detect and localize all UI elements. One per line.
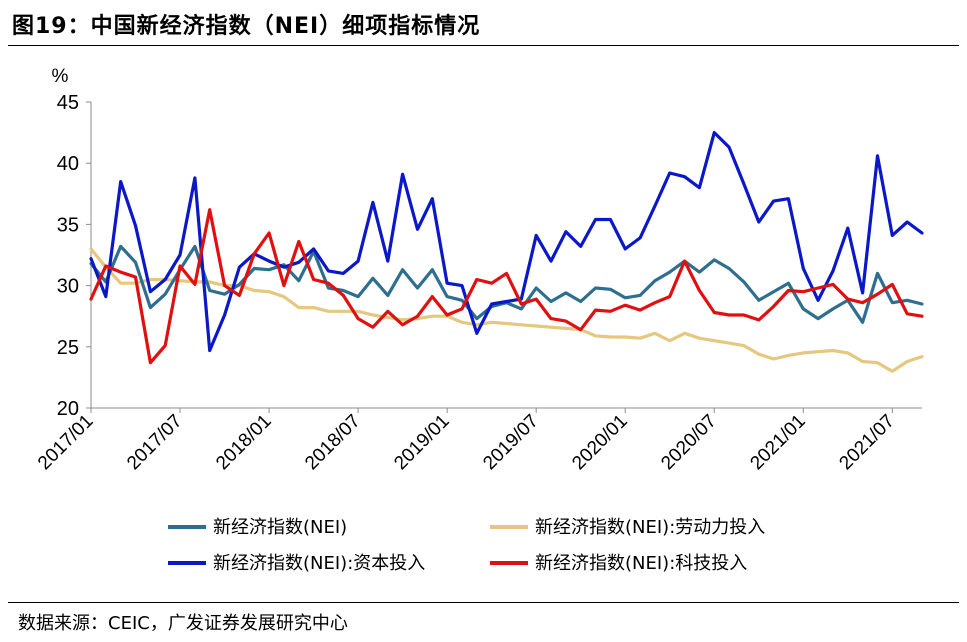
series-line — [89, 131, 924, 353]
legend: 新经济指数(NEI) 新经济指数(NEI):劳动力投入新经济指数(NEI):资本投… — [168, 517, 765, 574]
y-tick-label: 40 — [57, 153, 79, 175]
y-tick-label: 35 — [57, 214, 79, 236]
source-note: 数据来源：CEIC，广发证券发展研究中心 — [18, 613, 348, 634]
x-tick-label: 2018/07 — [301, 411, 364, 474]
y-tick-label: 25 — [57, 337, 79, 359]
legend-label: 新经济指数(NEI) — [213, 517, 347, 538]
series-line — [89, 208, 924, 365]
x-tick-label: 2017/01 — [34, 411, 97, 474]
y-tick-label: 45 — [57, 92, 79, 114]
legend-label: 新经济指数(NEI):科技投入 — [535, 553, 747, 574]
x-tick-label: 2019/07 — [479, 411, 542, 474]
legend-label: 新经济指数(NEI):劳动力投入 — [535, 517, 765, 538]
x-tick-label: 2019/01 — [390, 411, 453, 474]
footer-divider — [8, 602, 959, 603]
x-tick-label: 2018/01 — [212, 411, 275, 474]
x-tick-label: 2020/01 — [568, 411, 631, 474]
y-tick-label: 20 — [57, 398, 79, 420]
x-tick-label: 2021/01 — [746, 411, 809, 474]
x-tick-label: 2021/07 — [835, 411, 898, 474]
series-lines — [89, 131, 924, 373]
y-tick-label: 30 — [57, 276, 79, 298]
title-divider — [8, 45, 959, 46]
x-tick-label: 2017/07 — [123, 411, 186, 474]
series-line — [89, 247, 924, 373]
y-axis-unit: % — [52, 66, 69, 87]
axes: 20 25 30 35 40 45% 2017/01 2017/07 2018/01 2018/0… — [34, 66, 922, 474]
chart-title: 图19：中国新经济指数（NEI）细项指标情况 — [12, 14, 481, 39]
x-tick-label: 2020/07 — [657, 411, 720, 474]
legend-label: 新经济指数(NEI):资本投入 — [213, 553, 425, 574]
